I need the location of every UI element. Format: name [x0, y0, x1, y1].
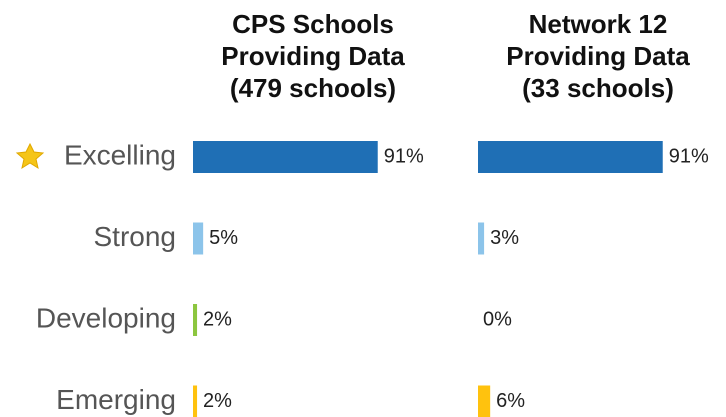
star-icon	[15, 142, 45, 170]
category-label: Developing	[36, 302, 176, 333]
value-label: 91%	[669, 145, 709, 167]
bar	[478, 385, 491, 417]
value-label: 5%	[209, 227, 238, 249]
category-label: Excelling	[64, 139, 176, 170]
bar	[193, 141, 378, 173]
category-label: Strong	[94, 221, 177, 252]
value-label: 0%	[483, 308, 512, 330]
value-label: 2%	[203, 390, 232, 412]
series-header: CPS Schools Providing Data (479 schools)	[221, 9, 405, 103]
value-label: 6%	[496, 390, 525, 412]
value-label: 2%	[203, 308, 232, 330]
bar	[478, 141, 663, 173]
bar	[478, 222, 485, 255]
series-header: Network 12 Providing Data (33 schools)	[506, 9, 690, 103]
bar	[193, 304, 198, 336]
bar	[193, 222, 204, 255]
bar	[193, 385, 198, 417]
category-label: Emerging	[56, 384, 176, 415]
value-label: 3%	[490, 227, 519, 249]
value-label: 91%	[384, 145, 424, 167]
